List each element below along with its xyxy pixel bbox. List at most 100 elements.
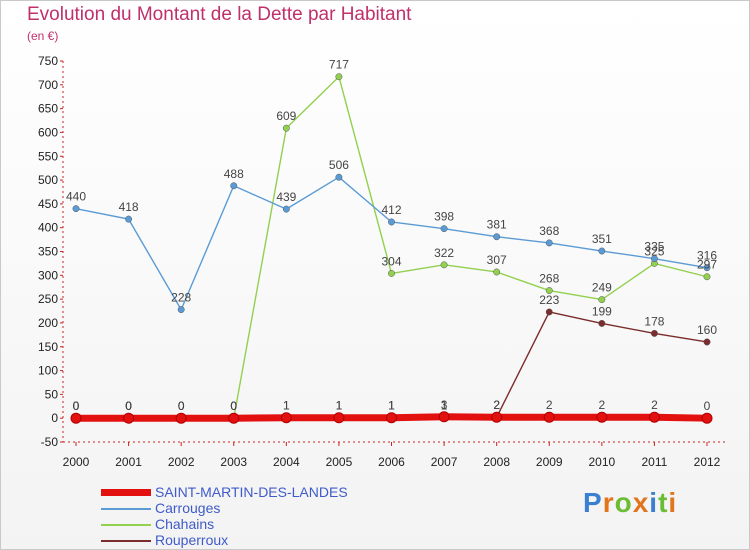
- y-tick-label: 750: [38, 54, 58, 68]
- data-label: 228: [171, 291, 191, 305]
- data-label: 1: [283, 399, 290, 413]
- data-label: 297: [697, 258, 717, 272]
- data-point: [703, 338, 711, 346]
- data-point: [333, 412, 345, 424]
- data-label: 0: [230, 399, 237, 413]
- data-point: [282, 205, 290, 213]
- y-tick-label: 250: [38, 292, 58, 306]
- data-point: [701, 412, 713, 424]
- y-tick-label: 400: [38, 221, 58, 235]
- data-point: [123, 412, 135, 424]
- data-point: [125, 215, 133, 223]
- y-tick-label: 700: [38, 78, 58, 92]
- logo-letter: r: [602, 487, 615, 518]
- data-label: 322: [434, 246, 454, 260]
- data-label: 0: [178, 399, 185, 413]
- y-tick-label: -50: [41, 435, 59, 449]
- data-label: 398: [434, 210, 454, 224]
- y-tick-label: 450: [38, 197, 58, 211]
- chart-unit-label: (en €): [27, 29, 59, 43]
- data-label: 609: [276, 109, 296, 123]
- data-point: [598, 319, 606, 327]
- data-label: 368: [539, 224, 559, 238]
- data-label: 0: [230, 399, 237, 413]
- logo-letter: t: [658, 487, 669, 518]
- y-tick-label: 550: [38, 149, 58, 163]
- data-point: [72, 205, 80, 213]
- x-tick-label: 2011: [642, 455, 668, 469]
- data-point: [545, 287, 553, 295]
- data-point: [282, 124, 290, 132]
- x-tick-label: 2002: [168, 455, 195, 469]
- legend-swatch: [101, 508, 151, 510]
- data-label: 1: [441, 399, 448, 413]
- legend-label: Rouperroux: [155, 532, 229, 548]
- data-label: 223: [539, 293, 559, 307]
- x-tick-label: 2001: [115, 455, 142, 469]
- chart-axes: -500501001502002503003504004505005506006…: [38, 54, 726, 469]
- logo-letter: i: [668, 487, 678, 518]
- legend-label: Carrouges: [155, 500, 221, 516]
- data-point: [545, 308, 553, 316]
- chart-series-layer: [70, 73, 713, 424]
- data-label: 2: [493, 398, 500, 412]
- data-point: [388, 269, 395, 277]
- data-label: 2: [493, 398, 500, 412]
- data-point: [596, 411, 608, 423]
- logo-letter: o: [614, 487, 633, 518]
- legend-label: Chahains: [155, 516, 215, 532]
- data-point: [493, 268, 501, 276]
- x-tick-label: 2003: [220, 455, 247, 469]
- data-label: 488: [224, 167, 244, 181]
- y-tick-label: 50: [45, 387, 59, 401]
- data-label: 1: [388, 399, 395, 413]
- data-label: 381: [487, 218, 507, 232]
- data-label: 1: [336, 399, 343, 413]
- data-label: 304: [381, 254, 401, 268]
- data-label: 160: [697, 323, 717, 337]
- data-label: 1: [388, 399, 395, 413]
- data-point: [440, 225, 448, 233]
- data-point: [650, 255, 658, 263]
- data-point: [545, 239, 553, 247]
- y-tick-label: 650: [38, 102, 58, 116]
- data-point: [493, 233, 501, 241]
- logo-letter: x: [632, 487, 650, 518]
- legend-swatch: [101, 540, 151, 542]
- legend-swatch: [101, 524, 151, 526]
- data-label: 307: [487, 253, 507, 267]
- data-label: 439: [276, 190, 296, 204]
- series-line: [76, 76, 708, 419]
- data-label: 0: [125, 399, 132, 413]
- data-label: 418: [119, 200, 139, 214]
- data-point: [70, 412, 82, 424]
- data-label: 0: [125, 399, 132, 413]
- data-point: [175, 412, 187, 424]
- x-tick-label: 2000: [63, 455, 90, 469]
- data-label: 0: [73, 399, 80, 413]
- data-label: 3: [441, 398, 448, 412]
- x-tick-label: 2008: [483, 455, 510, 469]
- legend-label: SAINT-MARTIN-DES-LANDES: [155, 484, 348, 500]
- data-label: 249: [592, 281, 612, 295]
- data-label: 1: [336, 399, 343, 413]
- y-tick-label: 500: [38, 173, 58, 187]
- data-point: [386, 412, 397, 424]
- data-label: 0: [178, 399, 185, 413]
- data-label: 2: [651, 398, 658, 412]
- data-point: [335, 173, 343, 181]
- data-label: 0: [178, 399, 185, 413]
- series-carrouges: [72, 173, 711, 314]
- logo-letter: i: [649, 487, 659, 518]
- x-tick-label: 2007: [431, 455, 458, 469]
- x-tick-label: 2010: [588, 455, 615, 469]
- data-label: 178: [644, 314, 664, 328]
- data-label: 316: [697, 249, 717, 263]
- y-tick-label: 600: [38, 125, 58, 139]
- data-label: 325: [644, 244, 664, 258]
- data-label: 1: [283, 399, 290, 413]
- data-point: [388, 218, 395, 226]
- series-saint-martin-des-landes: [70, 411, 713, 424]
